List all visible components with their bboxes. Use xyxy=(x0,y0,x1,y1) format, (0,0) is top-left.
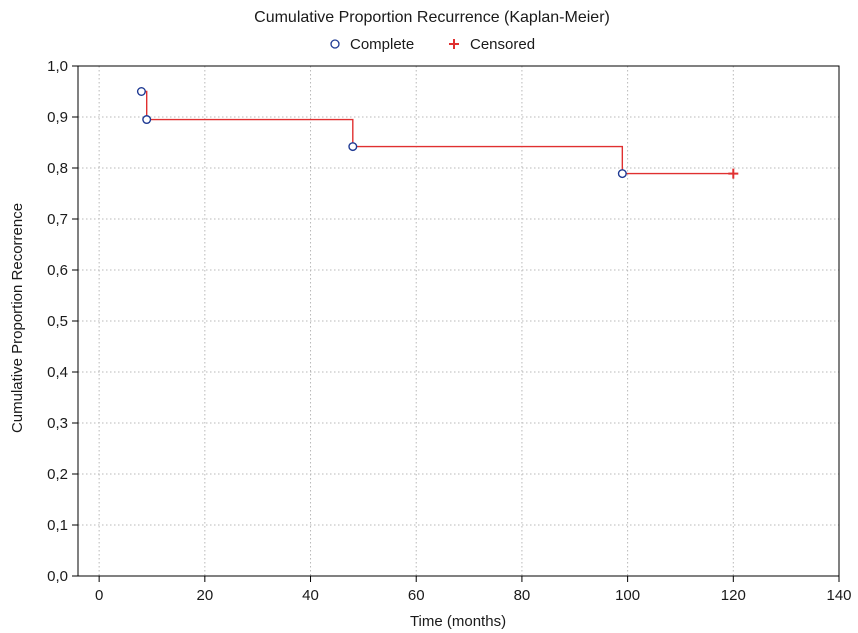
complete-point-marker xyxy=(348,142,358,152)
complete-point-marker xyxy=(617,169,627,179)
y-tick-label: 0,6 xyxy=(47,262,68,279)
complete-point-marker xyxy=(136,86,146,96)
y-tick-label: 0,4 xyxy=(47,364,68,381)
legend-complete-marker xyxy=(330,39,340,49)
y-axis-label: Cumulative Proportion Recorrence xyxy=(9,203,26,433)
km-step-curve xyxy=(141,90,734,175)
x-tick-label: 100 xyxy=(615,587,640,604)
legend-complete-label: Complete xyxy=(350,36,414,53)
x-axis-label: Time (months) xyxy=(410,613,506,630)
x-tick-label: 40 xyxy=(302,587,319,604)
y-tick-label: 0,7 xyxy=(47,211,68,228)
x-tick-label: 60 xyxy=(408,587,425,604)
y-tick-label: 0,9 xyxy=(47,109,68,126)
legend: Complete Censored xyxy=(330,36,535,53)
censored-point-marker xyxy=(728,168,739,179)
x-tick-label: 120 xyxy=(721,587,746,604)
y-tick-label: 0,2 xyxy=(47,466,68,483)
y-tick-label: 0,8 xyxy=(47,160,68,177)
y-tick-label: 0,3 xyxy=(47,415,68,432)
x-tick-label: 0 xyxy=(95,587,103,604)
x-tick-label: 140 xyxy=(826,587,851,604)
legend-censored-marker xyxy=(449,39,459,49)
y-tick-label: 0,1 xyxy=(47,517,68,534)
y-tick-label: 0,5 xyxy=(47,313,68,330)
legend-censored-label: Censored xyxy=(470,36,535,53)
complete-point-marker xyxy=(142,115,152,125)
y-tick-label: 0,0 xyxy=(47,568,68,585)
y-tick-label: 1,0 xyxy=(47,58,68,75)
x-tick-label: 20 xyxy=(196,587,213,604)
x-tick-label: 80 xyxy=(514,587,531,604)
chart-title: Cumulative Proportion Recurrence (Kaplan… xyxy=(254,9,610,26)
